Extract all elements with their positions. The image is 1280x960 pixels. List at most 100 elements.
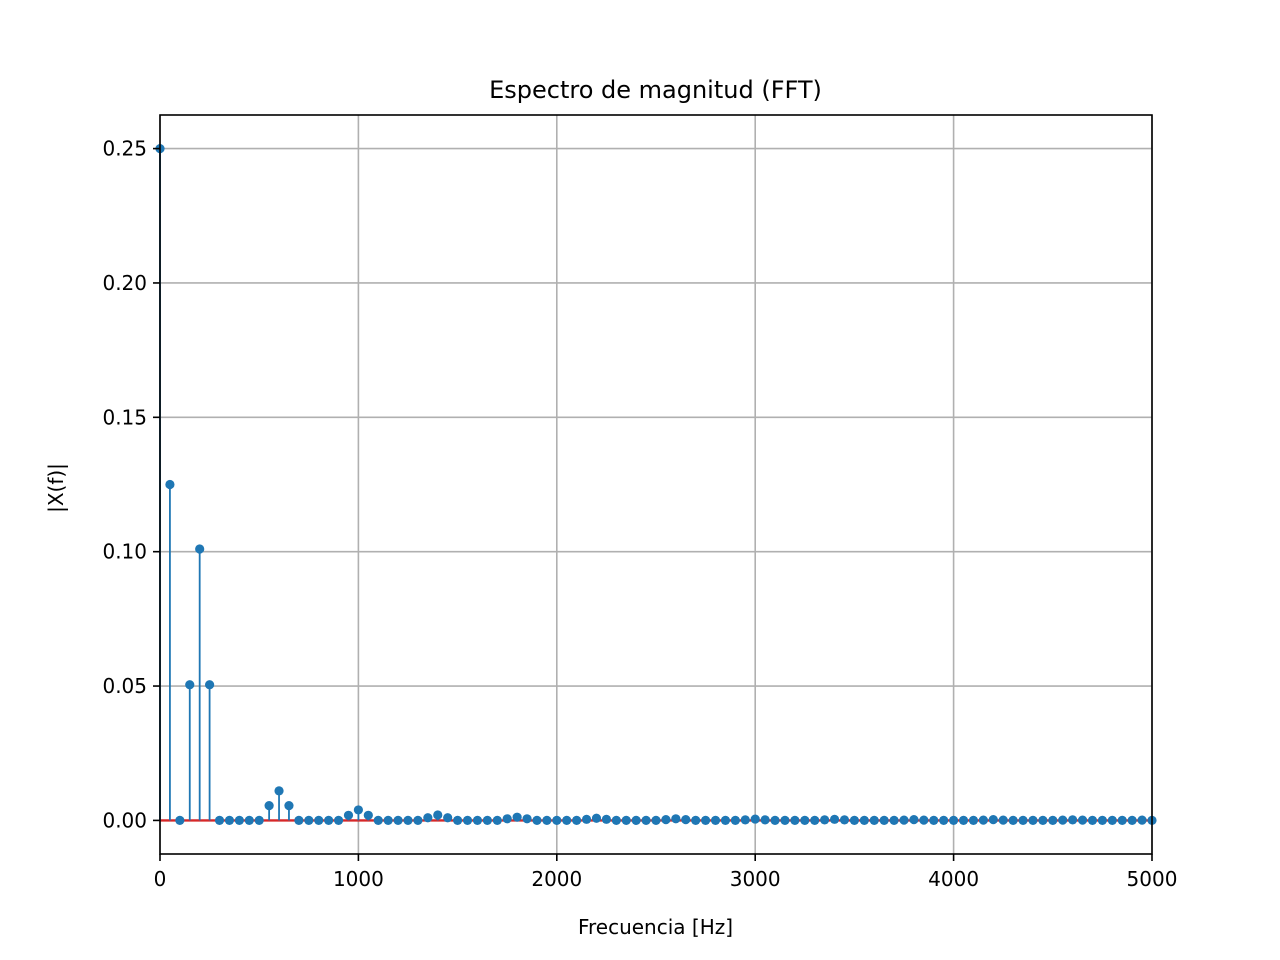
stem-marker <box>443 813 453 823</box>
y-tick-label: 0.10 <box>102 540 147 564</box>
stem-marker <box>224 815 235 826</box>
y-tick-label: 0.15 <box>102 405 147 429</box>
y-axis-label: |X(f)| <box>44 463 68 513</box>
stem-marker <box>978 815 988 825</box>
stem-marker <box>324 815 334 826</box>
stem-marker <box>988 815 998 825</box>
stem-marker <box>343 810 354 820</box>
stem-marker <box>304 815 314 826</box>
stem-marker <box>542 815 552 826</box>
stem-marker <box>264 801 274 811</box>
stem-marker <box>770 815 780 826</box>
stem-marker <box>1058 815 1068 825</box>
chart-title: Espectro de magnitud (FFT) <box>489 76 822 104</box>
stem-marker <box>710 815 721 826</box>
y-tick-label: 0.25 <box>102 137 147 161</box>
x-tick-label: 5000 <box>1127 867 1178 891</box>
stem-marker <box>1077 815 1088 825</box>
stem-marker <box>820 815 830 825</box>
stem-marker <box>1038 815 1048 826</box>
stem-marker <box>591 813 602 823</box>
stem-marker <box>651 815 661 826</box>
stem-marker <box>175 815 185 826</box>
stem-marker <box>433 810 443 820</box>
stem-marker <box>581 814 592 824</box>
stem-marker <box>631 815 641 826</box>
stem-marker <box>1137 815 1147 825</box>
x-tick-label: 4000 <box>928 867 979 891</box>
x-tick-label: 1000 <box>333 867 384 891</box>
axes-frame <box>159 114 1153 855</box>
stem-marker <box>1107 815 1117 826</box>
y-tick-label: 0.20 <box>102 271 147 295</box>
stem-marker <box>552 815 562 826</box>
stem-marker <box>958 815 969 826</box>
stem-marker <box>661 815 671 825</box>
stem-marker <box>839 815 850 825</box>
stem-marker <box>572 815 582 826</box>
stem-marker <box>790 815 800 826</box>
stem-marker <box>165 479 175 490</box>
stem-marker <box>780 815 790 826</box>
stem-marker <box>939 815 949 826</box>
stem-marker <box>879 815 889 826</box>
stem-marker <box>1097 815 1107 826</box>
stem-marker <box>502 814 512 824</box>
stem-marker <box>1127 815 1137 826</box>
stem-marker <box>393 815 403 826</box>
y-tick-label: 0.05 <box>102 674 147 698</box>
stem-marker <box>800 815 810 826</box>
x-tick-label: 3000 <box>730 867 781 891</box>
stem-marker <box>562 815 572 826</box>
stem-marker <box>492 815 502 826</box>
stem-marker <box>353 805 363 815</box>
stem-marker <box>1087 815 1098 826</box>
stem-marker <box>621 815 631 826</box>
stem-marker <box>641 815 651 826</box>
stem-marker <box>889 815 899 826</box>
y-tick-label: 0.00 <box>102 808 147 832</box>
stem-marker <box>185 680 195 690</box>
x-axis-label: Frecuencia [Hz] <box>578 915 733 939</box>
stem-marker <box>611 815 621 826</box>
stem-marker <box>671 814 681 824</box>
stem-marker <box>829 814 840 824</box>
stem-marker <box>760 815 770 825</box>
stem-marker <box>740 815 750 825</box>
stem-marker <box>472 815 483 826</box>
stem-marker <box>899 815 909 825</box>
stem-marker <box>1068 815 1078 825</box>
stem-marker <box>810 815 820 826</box>
stem-marker <box>859 815 869 826</box>
stem-marker <box>1048 815 1058 826</box>
stem-marker <box>1117 815 1127 826</box>
x-tick-label: 0 <box>154 867 167 891</box>
stem-marker <box>294 815 304 826</box>
stem-marker <box>720 815 731 826</box>
axes-border <box>159 114 1153 855</box>
stem-marker <box>949 815 959 826</box>
stem-marker <box>373 815 383 826</box>
stem-marker <box>482 815 492 826</box>
stem-marker <box>205 680 215 690</box>
stem-marker <box>909 815 919 825</box>
stem-marker <box>730 815 740 826</box>
stem-marker <box>314 815 324 826</box>
y-axis-ticks: 0.00 0.05 0.10 0.15 0.20 0.25 <box>102 137 160 832</box>
stem-marker <box>968 815 979 826</box>
stem-marker <box>701 815 711 826</box>
stem-marker <box>214 815 225 826</box>
stem-marker <box>333 815 344 826</box>
stem-marker <box>413 815 423 826</box>
stem-marker <box>1018 815 1028 826</box>
stem-marker <box>512 812 522 822</box>
x-tick-label: 2000 <box>531 867 582 891</box>
stem-marker <box>750 814 760 824</box>
stem-marker <box>681 815 691 825</box>
stem-marker <box>234 815 244 826</box>
stem-marker <box>462 815 473 826</box>
stem-marker <box>1028 815 1038 826</box>
stem-marker <box>691 815 701 826</box>
